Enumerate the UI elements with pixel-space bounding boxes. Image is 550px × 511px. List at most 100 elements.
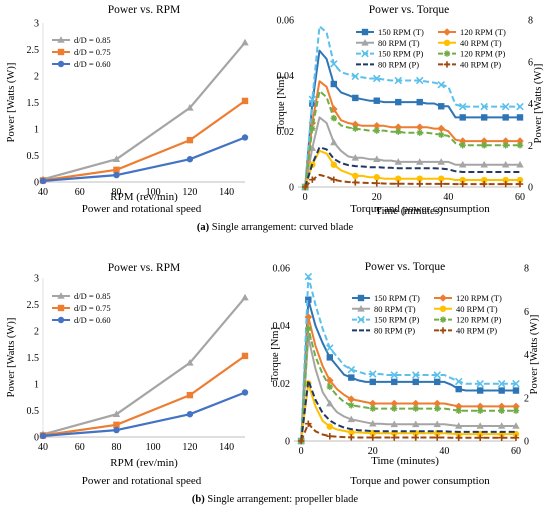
legend-label: 40 RPM (P) — [456, 325, 497, 335]
data-point — [512, 402, 520, 411]
data-point — [305, 420, 312, 427]
data-point — [412, 405, 419, 412]
legend-label: 40 RPM (P) — [460, 59, 501, 69]
data-point — [395, 128, 402, 135]
y2-tick-label: 2 — [524, 393, 529, 404]
data-point — [369, 405, 376, 412]
x-tick-label: 120 — [182, 187, 197, 198]
legend-label: d/D = 0.85 — [74, 35, 111, 45]
y-tick-label: 0.5 — [27, 406, 40, 417]
data-point — [516, 114, 524, 121]
series-line — [42, 391, 246, 437]
data-point — [326, 399, 334, 407]
data-point — [348, 402, 355, 409]
series-d-d-0-60 — [39, 134, 249, 185]
data-point — [369, 370, 377, 378]
data-point — [455, 422, 463, 429]
legend-marker — [361, 39, 369, 46]
legend-label: 120 RPM (P) — [456, 315, 502, 325]
data-point — [415, 123, 424, 131]
data-point — [412, 420, 420, 428]
y-tick-label: 2 — [34, 72, 39, 83]
data-point — [373, 174, 380, 181]
data-point — [480, 137, 488, 145]
legend-marker — [439, 327, 447, 334]
y2-axis-label: Power [Watts (W)] — [529, 315, 540, 395]
legend-label: 150 RPM (T) — [378, 27, 424, 37]
data-point — [241, 352, 249, 360]
legend-label: 150 RPM (P) — [374, 315, 420, 325]
y2-tick-label: 6 — [524, 307, 529, 318]
data-point — [326, 433, 334, 440]
data-point — [455, 407, 462, 414]
data-point — [304, 272, 313, 281]
series-line — [42, 296, 246, 436]
data-point — [390, 420, 398, 428]
legend-label: 120 RPM (T) — [456, 293, 502, 303]
legend-marker — [361, 28, 369, 36]
data-point — [476, 407, 484, 414]
data-point — [391, 434, 398, 441]
data-point — [433, 399, 442, 408]
data-point — [186, 104, 194, 111]
y2-tick-label: 2 — [528, 141, 533, 152]
data-point — [416, 180, 423, 188]
data-point — [352, 125, 359, 132]
legend: 150 RPM (T) 120 RPM (T) 80 RPM (T) 40 RPM (… — [356, 27, 506, 69]
y-tick-label: 0 — [34, 433, 39, 444]
y2-axis-label: Power [Watts (W)] — [533, 64, 544, 144]
data-point — [186, 359, 194, 366]
legend-label: 120 RPM (T) — [460, 27, 506, 37]
y-tick-label: 0.5 — [27, 151, 40, 162]
data-point — [459, 114, 466, 121]
data-point — [186, 411, 194, 418]
x-tick-label: 80 — [111, 442, 121, 453]
x-tick-label: 120 — [182, 442, 197, 453]
legend-label: 120 RPM (P) — [460, 49, 506, 59]
y-tick-label: 1.5 — [27, 98, 40, 109]
data-point — [476, 422, 484, 429]
series-line — [304, 149, 520, 188]
data-point — [112, 410, 121, 418]
series-d-d-0-85 — [39, 38, 249, 183]
series-line — [304, 90, 520, 188]
caption-a-label: (a) — [196, 222, 210, 233]
y-tick-label: 0.04 — [273, 321, 291, 332]
data-point — [395, 180, 402, 187]
data-point — [113, 426, 120, 434]
x-tick-label: 40 — [443, 192, 453, 203]
legend-marker — [443, 28, 451, 36]
data-point — [326, 376, 334, 385]
data-point — [415, 76, 424, 85]
data-point — [309, 176, 316, 183]
caption-a-right: Torque and power consumption — [350, 203, 490, 215]
x-tick-label: 20 — [368, 446, 378, 457]
legend-label: 40 RPM (T) — [456, 304, 498, 314]
x-axis-label: RPM (rev/min) — [110, 457, 178, 469]
data-point — [394, 76, 403, 85]
legend-marker — [57, 304, 65, 312]
data-point — [352, 179, 359, 186]
data-point — [390, 399, 399, 408]
data-point — [113, 421, 120, 429]
data-point — [498, 387, 505, 394]
series-d-d-0-85 — [39, 293, 249, 438]
data-point — [476, 402, 484, 411]
legend-marker — [357, 294, 365, 302]
legend-marker — [57, 48, 65, 56]
data-point — [434, 378, 441, 386]
x-tick-label: 80 — [111, 187, 121, 198]
data-point — [438, 175, 445, 182]
x-tick-label: 140 — [219, 442, 234, 453]
data-point — [454, 402, 463, 411]
data-point — [437, 80, 445, 89]
y2-tick-label: 0 — [528, 183, 533, 194]
data-point — [391, 405, 398, 412]
data-point — [502, 176, 509, 184]
legend-label: d/D = 0.75 — [74, 303, 111, 313]
series-150-rpm-p- — [297, 272, 520, 445]
caption-b-right: Torque and power consumption — [350, 475, 490, 487]
data-point — [390, 371, 399, 379]
